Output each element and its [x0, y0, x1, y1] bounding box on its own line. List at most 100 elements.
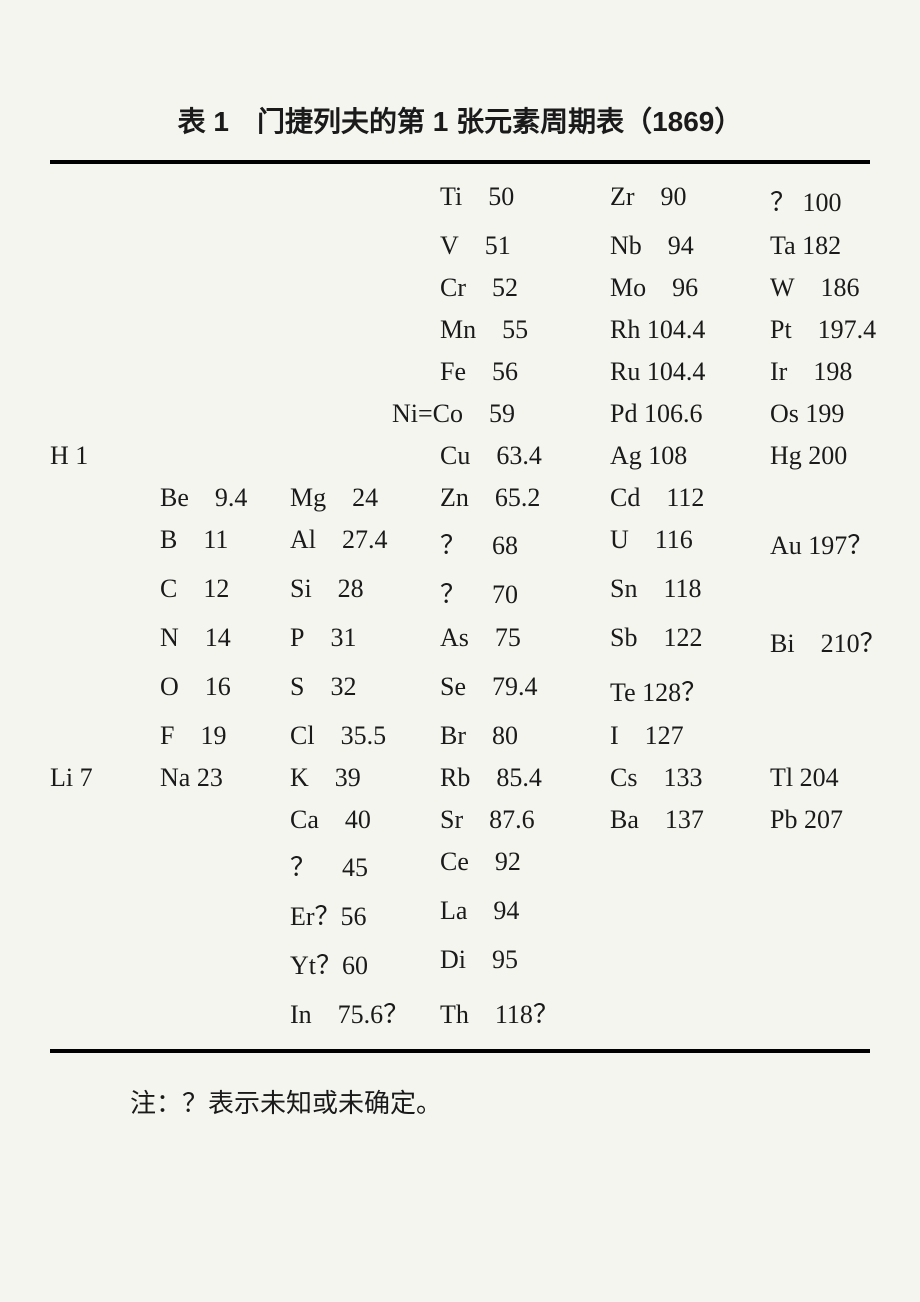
element-cell — [160, 231, 290, 261]
element-cell: Tl 204 — [770, 763, 900, 793]
element-cell — [770, 896, 900, 933]
element-cell — [50, 847, 160, 884]
element-cell — [50, 483, 160, 513]
element-cell — [160, 994, 290, 1031]
element-cell: Al 27.4 — [290, 525, 440, 562]
element-cell — [610, 945, 770, 982]
element-cell: Be 9.4 — [160, 483, 290, 513]
element-cell — [770, 574, 900, 611]
element-cell: ？ 45 — [290, 847, 440, 884]
element-cell: W 186 — [770, 273, 900, 303]
element-cell — [50, 525, 160, 562]
element-cell — [50, 574, 160, 611]
element-cell: Th 118？ — [440, 994, 610, 1031]
element-cell: Ca 40 — [290, 805, 440, 835]
element-cell: Na 23 — [160, 763, 290, 793]
element-cell: Ru 104.4 — [610, 357, 770, 387]
element-cell — [160, 847, 290, 884]
periodic-table-1869: Ti 50Zr 90？ 100V 51Nb 94Ta 182Cr 52Mo 96… — [50, 160, 870, 1053]
element-cell — [770, 483, 900, 513]
element-cell: O 16 — [160, 672, 290, 709]
element-cell — [610, 896, 770, 933]
element-cell: Cl 35.5 — [290, 721, 440, 751]
table-caption: 表 1 门捷列夫的第 1 张元素周期表（1869） — [50, 100, 870, 140]
element-cell: Ti 50 — [440, 182, 610, 219]
element-cell: Pd 106.6 — [610, 399, 770, 429]
element-cell: Ta 182 — [770, 231, 900, 261]
element-cell: U 116 — [610, 525, 770, 562]
element-cell — [610, 994, 770, 1031]
element-cell: Sr 87.6 — [440, 805, 610, 835]
element-cell: Zn 65.2 — [440, 483, 610, 513]
element-cell — [290, 357, 440, 387]
element-cell — [50, 182, 160, 219]
element-cell — [290, 441, 440, 471]
element-cell — [770, 945, 900, 982]
element-cell: ？ 70 — [440, 574, 610, 611]
element-cell — [50, 273, 160, 303]
element-cell: S 32 — [290, 672, 440, 709]
element-cell: Br 80 — [440, 721, 610, 751]
element-cell: N 14 — [160, 623, 290, 660]
element-cell: Hg 200 — [770, 441, 900, 471]
element-cell — [50, 315, 160, 345]
element-cell — [290, 182, 440, 219]
element-cell — [50, 672, 160, 709]
element-cell: Se 79.4 — [440, 672, 610, 709]
element-cell: Pt 197.4 — [770, 315, 900, 345]
element-cell — [610, 847, 770, 884]
element-cell: Sn 118 — [610, 574, 770, 611]
element-cell: Cd 112 — [610, 483, 770, 513]
element-cell — [160, 441, 290, 471]
element-cell: Nb 94 — [610, 231, 770, 261]
element-cell: Fe 56 — [440, 357, 610, 387]
element-cell: Te 128？ — [610, 672, 770, 709]
element-cell: C 12 — [160, 574, 290, 611]
element-cell — [770, 672, 900, 709]
element-cell — [50, 357, 160, 387]
element-cell: Mo 96 — [610, 273, 770, 303]
element-cell: Mg 24 — [290, 483, 440, 513]
element-cell — [160, 182, 290, 219]
element-cell — [160, 805, 290, 835]
element-cell: Pb 207 — [770, 805, 900, 835]
element-cell: ？ 68 — [440, 525, 610, 562]
element-cell — [290, 315, 440, 345]
element-cell: Mn 55 — [440, 315, 610, 345]
element-cell: P 31 — [290, 623, 440, 660]
element-cell — [160, 315, 290, 345]
element-cell — [50, 399, 160, 429]
element-cell — [770, 994, 900, 1031]
element-cell: Bi 210？ — [770, 623, 900, 660]
element-cell: In 75.6？ — [290, 994, 440, 1031]
element-cell: F 19 — [160, 721, 290, 751]
element-cell: I 127 — [610, 721, 770, 751]
element-cell: Yt？60 — [290, 945, 440, 982]
element-cell: Rb 85.4 — [440, 763, 610, 793]
element-cell — [160, 399, 290, 429]
element-cell — [770, 847, 900, 884]
element-cell: Cs 133 — [610, 763, 770, 793]
element-cell: Au 197？ — [770, 525, 900, 562]
element-cell — [50, 994, 160, 1031]
element-cell: Si 28 — [290, 574, 440, 611]
element-cell: Zr 90 — [610, 182, 770, 219]
element-cell — [290, 273, 440, 303]
footnote: 注：？表示未知或未确定。 — [130, 1083, 870, 1120]
element-cell — [160, 273, 290, 303]
element-cell — [160, 357, 290, 387]
page: 表 1 门捷列夫的第 1 张元素周期表（1869） Ti 50Zr 90？ 10… — [50, 100, 870, 1120]
element-cell: La 94 — [440, 896, 610, 933]
element-cell — [50, 805, 160, 835]
element-cell: Sb 122 — [610, 623, 770, 660]
element-cell: As 75 — [440, 623, 610, 660]
element-cell: H 1 — [50, 441, 160, 471]
element-cell: Cu 63.4 — [440, 441, 610, 471]
element-cell — [50, 623, 160, 660]
element-cell: Ba 137 — [610, 805, 770, 835]
element-cell: Di 95 — [440, 945, 610, 982]
element-cell: Os 199 — [770, 399, 900, 429]
element-cell — [50, 945, 160, 982]
element-cell: Ir 198 — [770, 357, 900, 387]
element-cell: Ni=Co 59 — [392, 399, 610, 429]
